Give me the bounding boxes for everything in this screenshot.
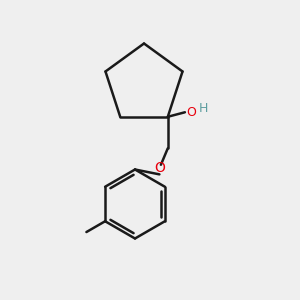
Text: O: O xyxy=(154,161,165,175)
Text: O: O xyxy=(186,106,196,119)
Text: H: H xyxy=(199,102,208,115)
